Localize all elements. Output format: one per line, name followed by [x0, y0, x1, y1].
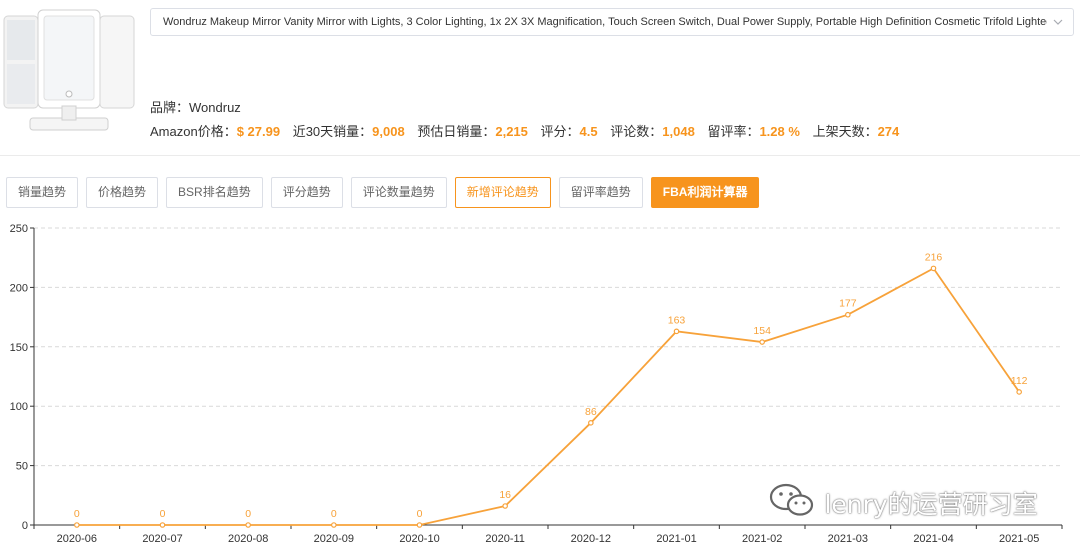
data-point [502, 503, 508, 509]
tab-rating-trend[interactable]: 评分趋势 [270, 177, 343, 208]
tab-review-count-trend[interactable]: 评论数量趋势 [350, 177, 447, 208]
x-tick-label: 2020-09 [314, 533, 354, 545]
review-count-label: 评论数： [610, 124, 663, 139]
y-tick-label: 0 [22, 520, 28, 532]
days-listed-value: 274 [877, 124, 900, 139]
wechat-icon [768, 482, 816, 523]
data-label: 0 [417, 508, 423, 520]
brand-value: Wondruz [189, 100, 241, 115]
data-label: 0 [331, 508, 337, 520]
tab-price-trend[interactable]: 价格趋势 [86, 177, 159, 208]
x-tick-label: 2021-04 [913, 533, 953, 545]
data-label: 0 [245, 508, 251, 520]
chevron-down-icon [1052, 9, 1064, 35]
data-point [74, 522, 80, 528]
y-tick-label: 200 [10, 282, 28, 294]
y-tick-label: 150 [10, 342, 28, 354]
data-point [845, 311, 851, 318]
product-stats: Amazon价格：$ 27.99 近30天销量：9,008 预估日销量：2,21… [150, 121, 908, 140]
data-label: 16 [499, 489, 511, 501]
series-line [76, 267, 1020, 526]
monthly-sales-label: 近30天销量： [292, 124, 373, 139]
tab-new-reviews-trend[interactable]: 新增评论趋势 [454, 177, 551, 208]
watermark: lenry的运营研习室 [768, 482, 1038, 519]
x-tick-label: 2020-08 [228, 533, 268, 545]
data-label: 0 [74, 508, 80, 520]
section-divider [0, 155, 1080, 156]
review-count-value: 1,048 [662, 124, 695, 139]
data-point [159, 522, 166, 528]
x-tick-label: 2021-03 [828, 533, 868, 545]
data-point [245, 522, 251, 528]
daily-sales-value: 2,215 [495, 124, 528, 139]
data-point [331, 522, 337, 528]
product-title-select[interactable]: Wondruz Makeup Mirror Vanity Mirror with… [150, 8, 1074, 36]
days-listed-label: 上架天数： [812, 124, 878, 139]
monthly-sales-value: 9,008 [372, 124, 405, 139]
x-tick-label: 2020-06 [57, 533, 97, 545]
product-title: Wondruz Makeup Mirror Vanity Mirror with… [163, 16, 1047, 28]
data-label: 216 [925, 251, 943, 263]
x-tick-label: 2020-11 [485, 533, 525, 545]
brand-label: 品牌： [150, 100, 190, 115]
line-chart: 0 50 100 150 200 250 2020-06 2020-07 2020-08 2020… [10, 223, 1063, 545]
data-point [759, 339, 765, 345]
tab-bsr-trend[interactable]: BSR排名趋势 [166, 177, 263, 208]
x-tick-label: 2021-02 [742, 533, 782, 545]
x-tick-label: 2020-07 [142, 533, 182, 545]
data-label: 177 [839, 298, 857, 310]
data-point [673, 328, 680, 335]
data-label: 0 [160, 508, 166, 520]
review-rate-label: 留评率： [707, 124, 760, 139]
rating-value: 4.5 [579, 124, 598, 139]
daily-sales-label: 预估日销量： [417, 124, 496, 139]
tab-review-rate-trend[interactable]: 留评率趋势 [558, 177, 643, 208]
y-tick-label: 100 [10, 401, 28, 413]
product-image [0, 6, 138, 136]
tab-sales-trend[interactable]: 销量趋势 [6, 177, 79, 208]
x-tick-label: 2021-05 [999, 533, 1039, 545]
data-point [1016, 389, 1022, 395]
review-rate-value: 1.28 % [759, 124, 800, 139]
rating-label: 评分： [540, 124, 580, 139]
y-tick-label: 250 [10, 223, 28, 235]
data-point [930, 265, 937, 272]
x-tick-label: 2021-01 [656, 533, 696, 545]
data-label: 112 [1011, 375, 1028, 387]
data-label: 163 [668, 314, 686, 326]
watermark-text: lenry的运营研习室 [824, 489, 1038, 519]
price-value: $ 27.99 [236, 124, 281, 139]
data-point [588, 420, 594, 426]
data-point [416, 522, 423, 528]
new-reviews-chart: 0 50 100 150 200 250 2020-06 2020-07 2020-08 2020… [0, 215, 1080, 549]
price-label: Amazon价格： [150, 124, 237, 139]
brand-line: 品牌：Wondruz [150, 97, 241, 116]
data-label: 154 [753, 325, 771, 337]
x-tick-label: 2020-12 [571, 533, 611, 545]
x-tick-label: 2020-10 [399, 533, 439, 545]
trend-tabs: 销量趋势 价格趋势 BSR排名趋势 评分趋势 评论数量趋势 新增评论趋势 留评率趋势 FBA利… [6, 177, 767, 208]
y-tick-label: 50 [16, 461, 28, 473]
fba-profit-calculator-button[interactable]: FBA利润计算器 [650, 177, 760, 208]
data-label: 86 [585, 406, 597, 418]
